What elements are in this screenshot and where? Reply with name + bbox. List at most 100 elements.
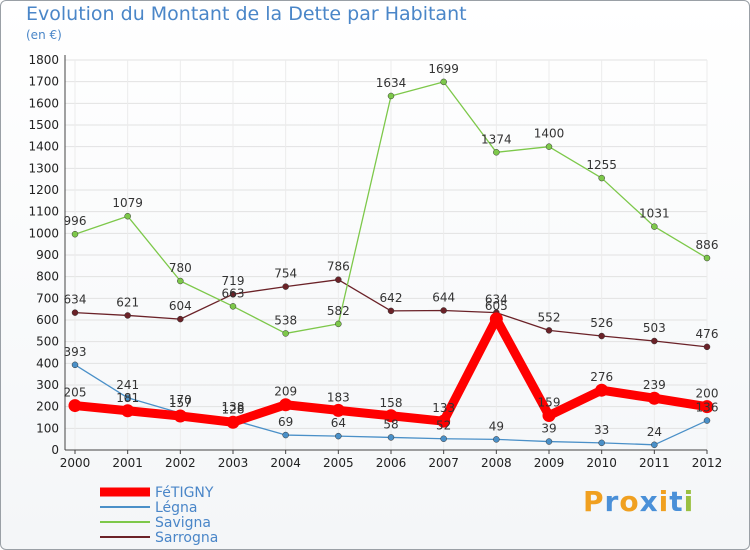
x-tick-label: 2003 xyxy=(218,456,249,470)
data-label: 1031 xyxy=(639,207,670,221)
data-point xyxy=(71,309,79,316)
x-tick-label: 2008 xyxy=(481,456,512,470)
data-point xyxy=(331,403,345,417)
y-tick-label: 1400 xyxy=(28,140,59,154)
data-label: 605 xyxy=(485,299,508,313)
data-point xyxy=(335,320,342,328)
data-point xyxy=(335,276,342,283)
data-point xyxy=(282,330,289,337)
data-label: 133 xyxy=(432,401,455,415)
y-tick-label: 900 xyxy=(36,248,59,262)
data-point xyxy=(542,409,556,423)
x-tick-label: 2010 xyxy=(586,456,617,470)
data-label: 886 xyxy=(696,238,719,252)
data-point xyxy=(651,441,658,449)
data-label: 538 xyxy=(274,313,297,327)
data-label: 634 xyxy=(64,293,87,307)
y-tick-label: 1300 xyxy=(28,161,59,175)
y-tick-label: 1100 xyxy=(28,205,59,219)
chart-title: Evolution du Montant de la Dette par Hab… xyxy=(26,3,467,25)
data-label: 786 xyxy=(327,260,350,274)
data-label: 393 xyxy=(64,345,87,359)
data-label: 582 xyxy=(327,304,350,318)
data-label: 49 xyxy=(489,419,504,433)
y-tick-label: 1000 xyxy=(28,226,59,240)
data-label: 644 xyxy=(432,290,455,304)
data-label: 719 xyxy=(222,274,245,288)
data-label: 136 xyxy=(696,401,719,415)
data-point xyxy=(121,404,135,418)
data-point xyxy=(440,435,447,442)
data-point xyxy=(177,277,184,285)
data-label: 754 xyxy=(274,267,297,281)
y-tick-label: 700 xyxy=(36,291,59,305)
x-tick-label: 2002 xyxy=(165,456,196,470)
data-label: 183 xyxy=(327,390,350,404)
data-point xyxy=(384,409,398,423)
data-point xyxy=(651,337,658,345)
data-point xyxy=(440,78,447,86)
legend-label: Légna xyxy=(155,500,198,516)
data-point xyxy=(545,143,553,150)
data-point xyxy=(703,254,711,262)
data-label: 158 xyxy=(380,396,403,410)
data-point xyxy=(71,230,79,238)
data-label: 241 xyxy=(116,378,139,392)
data-label: 1255 xyxy=(586,158,617,172)
data-point xyxy=(700,400,714,414)
data-point xyxy=(545,438,553,445)
data-label: 157 xyxy=(169,396,192,410)
data-label: 1699 xyxy=(428,62,459,76)
data-label: 1400 xyxy=(534,127,565,141)
data-label: 476 xyxy=(696,327,719,341)
data-label: 205 xyxy=(64,386,87,400)
data-label: 276 xyxy=(590,370,613,384)
x-tick-label: 2004 xyxy=(270,456,301,470)
legend-label: Sarrogna xyxy=(155,530,218,546)
y-tick-label: 100 xyxy=(36,421,59,435)
data-point xyxy=(71,361,79,369)
data-point xyxy=(68,399,82,413)
data-label: 526 xyxy=(590,316,613,330)
data-label: 663 xyxy=(222,286,245,300)
data-label: 634 xyxy=(485,293,508,307)
data-point xyxy=(229,303,237,310)
y-tick-label: 200 xyxy=(36,400,59,414)
data-label: 64 xyxy=(331,416,346,430)
data-point xyxy=(703,417,711,424)
data-point xyxy=(440,307,447,314)
data-label: 58 xyxy=(383,417,398,431)
data-point xyxy=(124,312,131,319)
logo-letter: x xyxy=(639,485,659,518)
data-label: 200 xyxy=(696,387,719,401)
y-tick-label: 500 xyxy=(36,335,59,349)
x-tick-label: 2000 xyxy=(60,456,91,470)
data-point xyxy=(703,343,711,351)
data-point xyxy=(229,290,237,298)
y-tick-label: 800 xyxy=(36,270,59,284)
y-tick-label: 1700 xyxy=(28,75,59,89)
data-label: 128 xyxy=(222,402,245,416)
data-point xyxy=(173,409,187,423)
legend-label: FéTIGNY xyxy=(155,485,214,501)
data-point xyxy=(279,398,293,412)
data-label: 239 xyxy=(643,378,666,392)
data-label: 1079 xyxy=(112,196,143,210)
logo-letter: P xyxy=(583,485,605,518)
data-label: 621 xyxy=(116,295,139,309)
data-point xyxy=(493,149,500,156)
x-tick-label: 2012 xyxy=(692,456,723,470)
data-point xyxy=(124,394,131,402)
data-point xyxy=(177,315,184,323)
data-point xyxy=(545,327,553,334)
data-label: 159 xyxy=(538,396,561,410)
y-tick-label: 600 xyxy=(36,313,59,327)
data-label: 52 xyxy=(436,419,451,433)
data-label: 780 xyxy=(169,261,192,275)
logo-letter: t xyxy=(669,485,684,518)
logo-letter: i xyxy=(658,485,670,518)
y-tick-label: 0 xyxy=(51,443,59,457)
data-point xyxy=(489,312,503,326)
data-label: 604 xyxy=(169,299,192,313)
data-point xyxy=(124,212,131,220)
